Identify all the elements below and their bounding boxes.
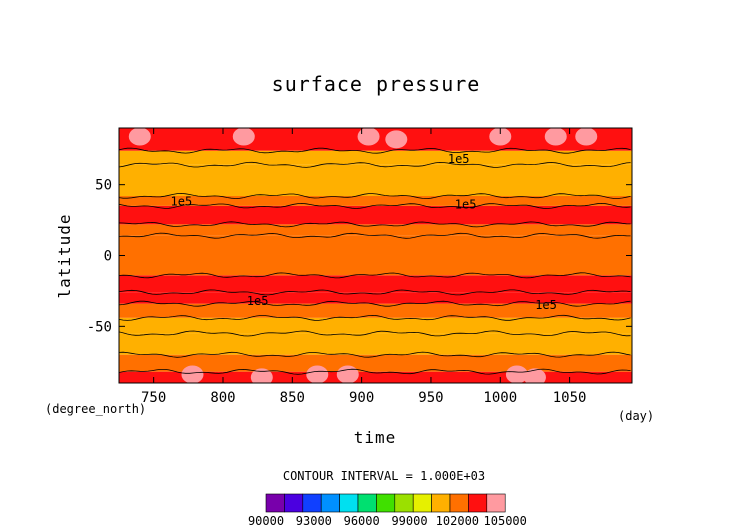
x-tick-label: 950 (418, 390, 443, 406)
colorbar-swatch (265, 493, 285, 513)
pressure-cell-3 (336, 365, 359, 383)
pressure-band-8 (119, 224, 632, 236)
x-axis-label: time (354, 428, 397, 447)
pressure-band-6 (119, 275, 632, 293)
contour-line-7 (119, 232, 631, 239)
colorbar-swatch (320, 493, 340, 513)
contour-label: 1e5 (535, 298, 557, 312)
contour-line-0 (119, 368, 631, 375)
pressure-band-12 (119, 150, 632, 165)
contour-line-11 (119, 161, 631, 168)
contour-line-6 (119, 272, 631, 279)
contour-lines (119, 147, 631, 375)
pressure-band-5 (119, 292, 632, 304)
y-tick-label: 50 (95, 178, 112, 194)
colorbar-label: 102000 (436, 514, 479, 528)
contour-label: 1e5 (455, 198, 477, 212)
pressure-band-2 (119, 333, 632, 355)
y-axis-ticks: -50 0 50 (87, 178, 632, 335)
pressure-cell-7 (232, 128, 255, 146)
plot-area (119, 128, 632, 383)
x-tick-label: 800 (210, 390, 235, 406)
pressure-cell-1 (250, 368, 273, 383)
x-tick-label: 900 (349, 390, 374, 406)
pressure-band-4 (119, 303, 632, 318)
colorbar-label: 99000 (391, 514, 427, 528)
pressure-cell-0 (181, 365, 204, 383)
colorbar-swatch (357, 493, 377, 513)
colorbar-swatch (376, 493, 396, 513)
colorbar-label: 93000 (296, 514, 332, 528)
contour-line-9 (119, 202, 631, 209)
colorbar-label: 105000 (484, 514, 527, 528)
pressure-band-7 (119, 235, 632, 276)
colorbar-label: 96000 (344, 514, 380, 528)
contour-line-5 (119, 289, 631, 296)
y-unit-label: (degree_north) (45, 402, 146, 416)
pressure-cell-2 (306, 365, 329, 383)
chart-title: surface pressure (272, 72, 481, 96)
contour-label: 1e5 (171, 195, 193, 209)
colorbar-swatch (449, 493, 469, 513)
colorbar-swatch (284, 493, 304, 513)
colorbar-swatch (394, 493, 414, 513)
pressure-cell-5 (523, 368, 546, 383)
colorbar-swatch (412, 493, 432, 513)
x-tick-label: 850 (280, 390, 305, 406)
pressure-band-9 (119, 205, 632, 225)
pressure-band-0 (119, 371, 632, 383)
high-pressure-cells (128, 128, 598, 383)
x-tick-label: 750 (141, 390, 166, 406)
y-axis-label: latitude (55, 213, 74, 298)
contour-interval-text: CONTOUR INTERVAL = 1.000E+03 (283, 469, 485, 483)
contour-line-1 (119, 351, 631, 358)
contour-line-10 (119, 192, 631, 200)
contour-label: 1e5 (448, 152, 470, 166)
pressure-band-10 (119, 196, 632, 206)
y-tick-label: -50 (87, 319, 112, 335)
pressure-cell-8 (357, 128, 380, 146)
contour-line-3 (119, 314, 631, 321)
contour-labels: 1e5 1e5 1e5 1e5 1e5 (171, 152, 557, 312)
contour-label: 1e5 (247, 294, 269, 308)
pressure-cell-6 (128, 128, 151, 146)
x-tick-label: 1050 (553, 390, 587, 406)
pressure-cell-12 (575, 128, 598, 146)
y-tick-label: 0 (104, 249, 112, 265)
contour-line-8 (119, 221, 631, 228)
pressure-cell-9 (385, 130, 408, 149)
pressure-cell-11 (544, 128, 567, 146)
pressure-band-3 (119, 317, 632, 334)
colorbar-swatch (302, 493, 322, 513)
contour-line-12 (119, 147, 631, 154)
contour-line-2 (119, 330, 631, 337)
colorbar-swatch (431, 493, 451, 513)
x-unit-label: (day) (618, 409, 654, 423)
x-tick-label: 1000 (483, 390, 517, 406)
x-axis-ticks: 750 800 850 900 950 1000 1050 (141, 128, 586, 406)
pressure-band-1 (119, 354, 632, 372)
colorbar-swatch (486, 493, 506, 513)
pressure-cell-4 (505, 365, 528, 383)
colorbar (265, 493, 506, 513)
colorbar-label: 90000 (248, 514, 284, 528)
pressure-bands (119, 128, 632, 383)
colorbar-swatch (468, 493, 488, 513)
contour-line-4 (119, 300, 631, 307)
colorbar-swatch (339, 493, 359, 513)
pressure-band-11 (119, 164, 632, 196)
pressure-cell-10 (489, 128, 512, 146)
colorbar-labels: 90000 93000 96000 99000 102000 105000 (248, 514, 527, 528)
